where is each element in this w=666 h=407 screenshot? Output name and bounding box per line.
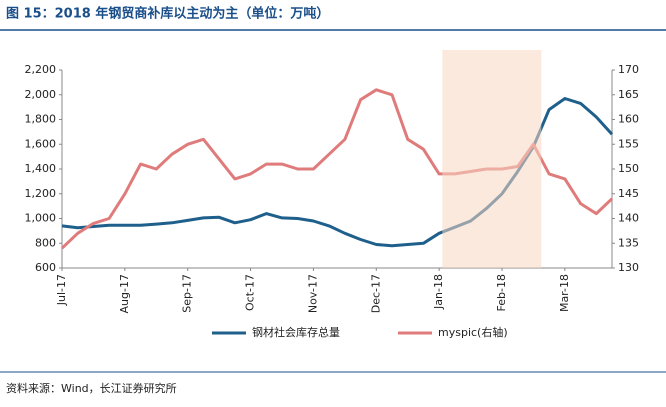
y-tick-label: 2,200 <box>25 63 57 76</box>
y-tick-label: 1,400 <box>25 162 57 175</box>
y-tick-label: 2,000 <box>25 88 57 101</box>
y-tick-label: 1,600 <box>25 137 57 150</box>
y2-tick-label: 135 <box>618 236 639 249</box>
x-tick-label: Mar-18 <box>558 274 571 312</box>
legend-label: 钢材社会库存总量 <box>252 325 340 339</box>
y2-tick-label: 170 <box>618 63 639 76</box>
y-tick-label: 800 <box>35 236 56 249</box>
y2-tick-label: 145 <box>618 187 639 200</box>
y2-tick-label: 130 <box>618 261 639 274</box>
x-tick-label: Dec-17 <box>369 274 382 313</box>
source-note: 资料来源：Wind，长江证券研究所 <box>6 381 177 395</box>
x-tick-label: Sep-17 <box>181 274 194 313</box>
y2-tick-label: 165 <box>618 88 639 101</box>
y2-tick-label: 155 <box>618 137 639 150</box>
x-tick-label: Aug-17 <box>118 274 131 313</box>
chart-title: 图 15：2018 年钢贸商补库以主动为主（单位：万吨） <box>6 6 329 22</box>
y-tick-label: 1,800 <box>25 113 57 126</box>
y2-tick-label: 160 <box>618 113 639 126</box>
x-tick-label: Nov-17 <box>306 274 319 313</box>
legend-label: myspic(右轴) <box>438 325 508 339</box>
x-tick-label: Feb-18 <box>495 274 508 311</box>
x-tick-label: Oct-17 <box>244 274 257 311</box>
highlight-band <box>442 50 542 268</box>
x-tick-label: Jan-18 <box>432 274 445 310</box>
x-tick-label: Jul-17 <box>55 274 68 306</box>
y2-tick-label: 150 <box>618 162 639 175</box>
y-tick-label: 1,000 <box>25 212 57 225</box>
y-tick-label: 600 <box>35 261 56 274</box>
y2-tick-label: 140 <box>618 212 639 225</box>
y-tick-label: 1,200 <box>25 187 57 200</box>
